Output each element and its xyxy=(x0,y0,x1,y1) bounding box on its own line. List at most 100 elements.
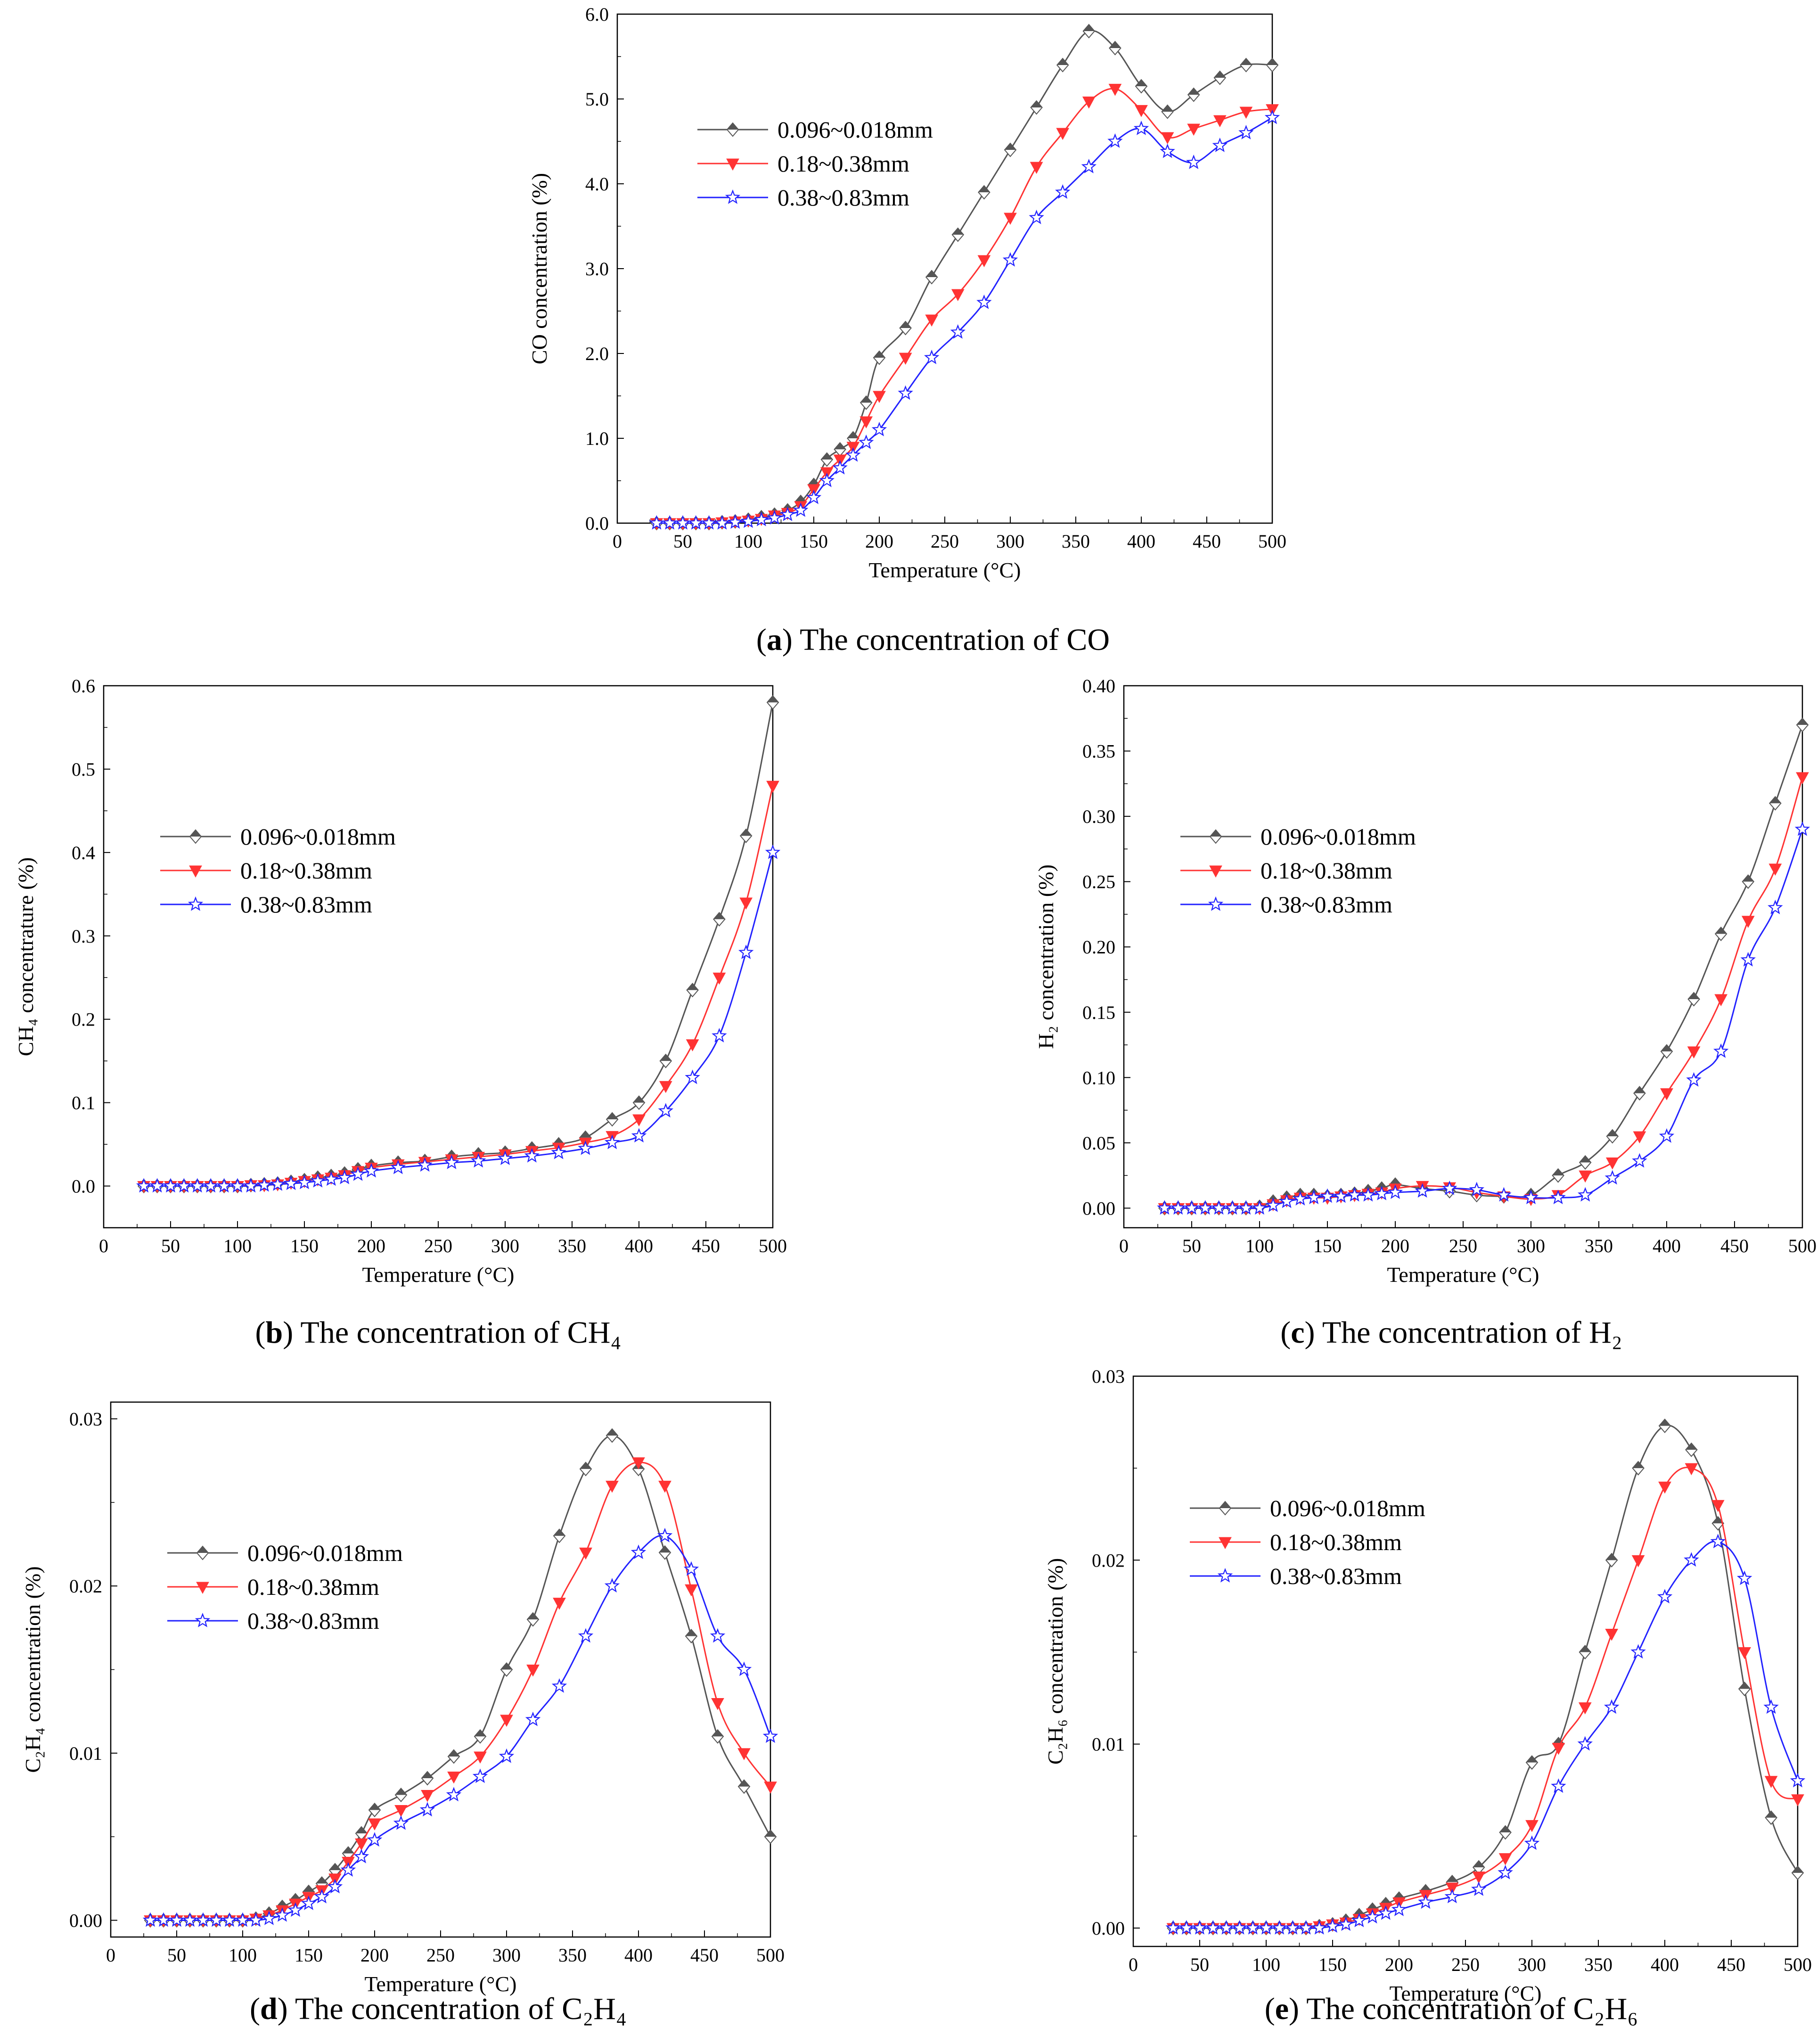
data-point xyxy=(1604,1699,1620,1714)
x-tick-label: 500 xyxy=(756,1945,785,1966)
series-1 xyxy=(650,24,1279,531)
data-point xyxy=(1605,1628,1619,1641)
data-point xyxy=(229,1178,246,1193)
data-point xyxy=(845,447,861,462)
plot-frame xyxy=(110,1401,771,1938)
data-point xyxy=(1186,154,1202,169)
data-point xyxy=(390,1159,406,1174)
x-tick-label: 200 xyxy=(1381,1235,1409,1256)
data-point xyxy=(524,1148,540,1163)
data-point xyxy=(1552,1742,1565,1755)
data-point xyxy=(1632,1153,1647,1168)
data-point xyxy=(764,1829,777,1844)
data-point xyxy=(1238,1200,1254,1215)
y-tick-label: 4.0 xyxy=(585,173,609,195)
data-point xyxy=(355,1838,368,1851)
data-point xyxy=(1499,1825,1512,1840)
data-point xyxy=(662,515,678,530)
y-tick-label: 0.01 xyxy=(1092,1734,1125,1755)
data-point xyxy=(1660,1088,1673,1100)
data-point xyxy=(256,1177,272,1192)
data-point xyxy=(899,353,912,365)
data-point xyxy=(1687,1046,1701,1059)
series-line xyxy=(150,1435,771,1921)
x-tick-label: 50 xyxy=(1190,1954,1209,1975)
data-point xyxy=(1205,1920,1221,1935)
data-point xyxy=(1685,1463,1698,1476)
data-point xyxy=(1002,252,1018,267)
data-point xyxy=(1738,1647,1752,1659)
data-point xyxy=(1632,1461,1645,1476)
data-point xyxy=(1081,158,1097,173)
data-point xyxy=(189,1178,205,1193)
data-point xyxy=(766,695,779,710)
data-point xyxy=(1550,1190,1566,1205)
x-tick-label: 450 xyxy=(1717,1954,1745,1975)
legend-label: 0.38~0.83mm xyxy=(240,891,372,918)
data-point xyxy=(1211,1200,1227,1215)
data-point xyxy=(149,1178,165,1193)
series-line xyxy=(150,1461,771,1921)
series-3 xyxy=(1157,821,1810,1215)
data-point xyxy=(686,983,699,998)
series-line xyxy=(656,30,1273,524)
plot-frame xyxy=(1123,685,1803,1229)
data-point xyxy=(951,227,965,242)
data-point xyxy=(630,1544,647,1559)
data-point xyxy=(1165,1920,1181,1935)
data-point xyxy=(1225,1200,1240,1215)
data-point xyxy=(1741,916,1755,928)
x-tick-label: 500 xyxy=(1784,1954,1812,1975)
data-point xyxy=(632,1114,646,1127)
data-point xyxy=(924,349,940,364)
data-point xyxy=(579,1547,592,1560)
data-point xyxy=(898,385,913,400)
data-point xyxy=(1685,1442,1698,1457)
y-tick-label: 0.6 xyxy=(72,675,95,697)
x-tick-label: 100 xyxy=(1252,1954,1280,1975)
data-point xyxy=(1374,1185,1390,1200)
data-point xyxy=(1082,96,1096,109)
data-point xyxy=(1133,120,1149,135)
series-1 xyxy=(1158,717,1809,1215)
data-point xyxy=(551,1144,566,1159)
data-point xyxy=(1232,1920,1247,1935)
data-point xyxy=(323,1171,339,1186)
data-point xyxy=(1240,57,1252,73)
plot-frame xyxy=(103,685,774,1229)
data-point xyxy=(604,1134,620,1149)
legend-label: 0.096~0.018mm xyxy=(240,823,396,850)
data-point xyxy=(340,1862,356,1877)
x-tick-label: 250 xyxy=(424,1235,452,1256)
legend-label: 0.18~0.38mm xyxy=(1260,857,1392,884)
data-point xyxy=(1197,1200,1213,1215)
data-point xyxy=(248,1912,264,1927)
data-point xyxy=(606,1428,619,1443)
series-1 xyxy=(1167,1418,1804,1936)
data-point xyxy=(1796,717,1809,732)
x-tick-label: 450 xyxy=(1193,531,1221,552)
data-point xyxy=(1192,1920,1208,1935)
data-point xyxy=(739,828,753,843)
data-point xyxy=(203,1178,219,1193)
data-point xyxy=(728,514,743,529)
data-point xyxy=(1271,1920,1287,1935)
x-tick-label: 300 xyxy=(491,1235,519,1256)
x-tick-label: 250 xyxy=(1449,1235,1477,1256)
legend: 0.096~0.018mm 0.18~0.38mm 0.38~0.83mm xyxy=(1180,823,1416,918)
data-point xyxy=(500,1715,513,1727)
data-point xyxy=(1633,1131,1646,1144)
y-tick-label: 2.0 xyxy=(585,343,609,364)
y-tick-label: 0.3 xyxy=(72,926,95,947)
x-tick-label: 150 xyxy=(800,531,828,552)
data-point xyxy=(1213,70,1227,85)
data-point xyxy=(1791,1794,1804,1806)
x-tick-label: 500 xyxy=(759,1235,787,1256)
x-tick-label: 100 xyxy=(1245,1235,1274,1256)
series-3 xyxy=(142,1527,778,1927)
data-point xyxy=(711,1698,724,1710)
series-3 xyxy=(136,844,781,1193)
x-tick-label: 200 xyxy=(865,531,893,552)
data-point xyxy=(1684,1552,1699,1567)
data-point xyxy=(1219,1920,1234,1935)
